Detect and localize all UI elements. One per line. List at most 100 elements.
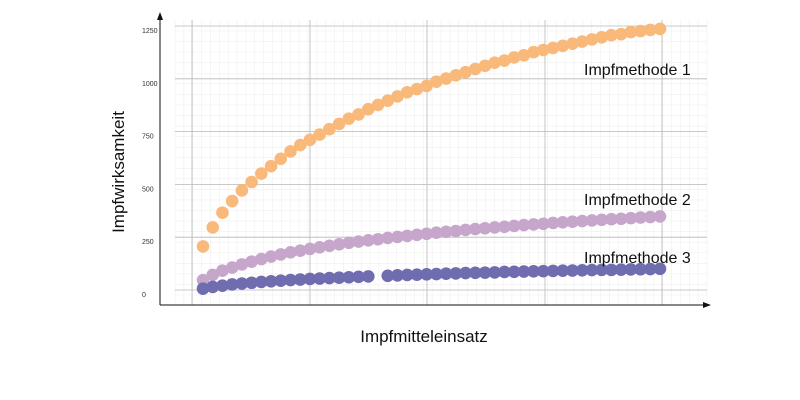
- series-3-point: [430, 267, 443, 281]
- series-2-point: [653, 210, 667, 223]
- series-1-point: [556, 39, 570, 53]
- series-2-point: [361, 233, 375, 247]
- series-3-point: [488, 266, 502, 279]
- series-1-point: [449, 69, 463, 82]
- series-2-point: [643, 210, 657, 224]
- series-1-point: [313, 128, 326, 141]
- x-axis-title: Impfmitteleinsatz: [360, 327, 488, 346]
- series-1-point: [595, 31, 608, 44]
- series-2-point: [400, 229, 414, 243]
- series-1-point: [537, 43, 550, 57]
- series-2-point: [459, 223, 472, 237]
- series-3-point: [605, 263, 618, 277]
- series-1-point: [293, 138, 307, 152]
- series-3-point: [284, 273, 297, 287]
- series-3-point: [566, 264, 579, 277]
- series-2-point: [507, 219, 521, 233]
- series-1-point: [517, 48, 531, 62]
- y-tick-label: 1250: [142, 28, 158, 35]
- series-1-point: [527, 45, 540, 59]
- series-2-point: [566, 215, 579, 229]
- series-1-point: [352, 108, 365, 121]
- series-3-point: [595, 263, 608, 277]
- series-2-point: [264, 250, 278, 263]
- series-1-point: [323, 122, 336, 136]
- series-3-point: [196, 282, 210, 295]
- series-3-point: [410, 268, 424, 282]
- series-labels: Impfmethode 1 Impfmethode 2 Impfmethode 3: [584, 62, 691, 267]
- series-3-point: [575, 263, 589, 277]
- series-3-point: [459, 266, 472, 280]
- series-3-point: [342, 270, 356, 284]
- series-2-point: [206, 268, 220, 282]
- x-axis-arrow-icon: [703, 302, 711, 308]
- y-axis-title: Impfwirksamkeit: [109, 111, 128, 233]
- series-3-point: [556, 264, 570, 278]
- series-1-point: [361, 102, 375, 116]
- series-2-point: [498, 220, 511, 234]
- series-2-point: [478, 221, 492, 235]
- series-3-point: [498, 265, 511, 279]
- series-1-point: [566, 37, 579, 50]
- series-2-point: [323, 239, 336, 253]
- series-1-point: [420, 79, 433, 93]
- series-1-point: [643, 23, 657, 37]
- y-tick-label: 1000: [142, 81, 158, 88]
- series-1-point: [488, 56, 502, 69]
- series-1-label: Impfmethode 1: [584, 62, 691, 79]
- series-3-point: [653, 262, 667, 276]
- series-2-point: [410, 228, 424, 242]
- series-3-point: [313, 272, 326, 285]
- series-1-point: [459, 65, 472, 79]
- series-2-point: [605, 212, 618, 226]
- series-1-point: [410, 82, 424, 96]
- series-3-point: [420, 268, 433, 281]
- series-3-point: [614, 263, 628, 276]
- series-3-point: [216, 279, 229, 293]
- series-2-point: [313, 240, 326, 254]
- series-2-point: [488, 221, 502, 234]
- series-1-point: [498, 54, 511, 67]
- series-2-point: [216, 264, 229, 278]
- series-3-label: Impfmethode 3: [584, 250, 691, 267]
- series-2-point: [352, 235, 365, 248]
- series-1-point: [225, 194, 239, 208]
- series-1-point: [634, 24, 647, 38]
- series-2-point: [284, 246, 297, 259]
- series-1-point: [206, 221, 220, 234]
- series-2-label: Impfmethode 2: [584, 192, 691, 209]
- series-3-point: [352, 270, 365, 284]
- series-1-point: [585, 33, 599, 46]
- series-2-point: [614, 212, 628, 226]
- series-1-point: [468, 62, 482, 76]
- series-2-point: [371, 232, 385, 246]
- series-1-point: [381, 94, 395, 107]
- series-2-point: [303, 242, 317, 256]
- series-1-point: [255, 167, 268, 180]
- series-2-point: [225, 261, 239, 274]
- series-2-point: [546, 216, 560, 230]
- series-3-point: [264, 274, 278, 288]
- series-2-point: [420, 227, 433, 241]
- series-3-point: [517, 265, 531, 278]
- series-3-point: [381, 269, 395, 283]
- series-1-point: [196, 240, 210, 253]
- series-1-point: [653, 22, 667, 36]
- series-3-point: [449, 267, 463, 280]
- series-3-point: [400, 268, 414, 282]
- series-2-point: [527, 218, 540, 231]
- series-3-point: [634, 262, 647, 276]
- series-1-point: [371, 98, 385, 112]
- y-tick-label: 500: [142, 186, 154, 193]
- series-1-point: [332, 117, 346, 131]
- series-2-point: [585, 214, 599, 227]
- series-3-point: [537, 264, 550, 278]
- series-3-point: [439, 267, 453, 280]
- series-1-point: [391, 90, 404, 103]
- series-2-point: [274, 248, 288, 261]
- series-3-point: [332, 271, 346, 284]
- series-2-point: [245, 255, 258, 268]
- y-axis-arrow-icon: [157, 12, 163, 20]
- series-2-point: [634, 211, 647, 224]
- series-1-point: [216, 206, 229, 219]
